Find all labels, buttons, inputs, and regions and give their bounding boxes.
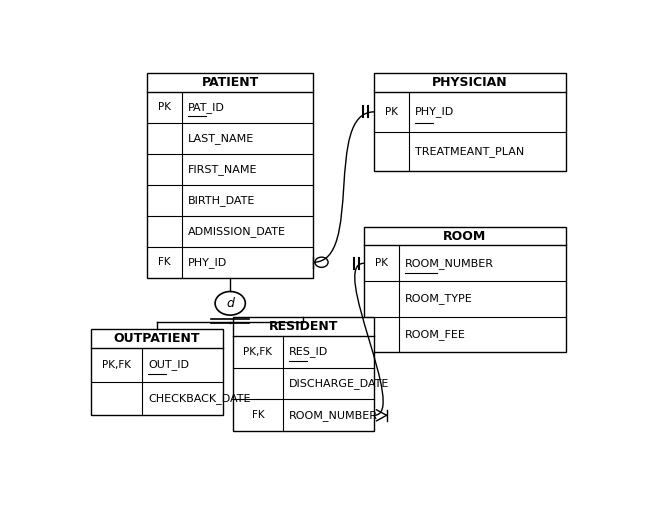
Text: BIRTH_DATE: BIRTH_DATE [188,195,256,206]
Text: PK: PK [158,103,171,112]
Text: PHY_ID: PHY_ID [188,257,228,268]
Text: LAST_NAME: LAST_NAME [188,133,255,144]
Text: ADMISSION_DATE: ADMISSION_DATE [188,226,286,237]
Text: FK: FK [252,410,264,421]
Text: OUT_ID: OUT_ID [148,359,189,370]
Text: FIRST_NAME: FIRST_NAME [188,164,258,175]
Text: PK: PK [375,258,388,268]
Text: FK: FK [158,257,171,267]
Bar [364,226,566,353]
Text: PK,FK: PK,FK [102,360,132,369]
Text: OUTPATIENT: OUTPATIENT [114,332,201,345]
Text: PHYSICIAN: PHYSICIAN [432,76,508,89]
Text: PHY_ID: PHY_ID [415,106,454,118]
Text: PK,FK: PK,FK [243,347,273,357]
Text: RESIDENT: RESIDENT [269,320,338,333]
Bar [233,317,374,431]
Text: CHECKBACK_DATE: CHECKBACK_DATE [148,393,251,404]
Text: ROOM_NUMBER: ROOM_NUMBER [289,410,378,421]
Bar [147,73,314,278]
Text: d: d [227,297,234,310]
Text: ROOM_FEE: ROOM_FEE [406,329,466,340]
Bar [91,329,223,415]
Text: RES_ID: RES_ID [289,346,329,357]
Text: ROOM_NUMBER: ROOM_NUMBER [406,258,494,269]
Text: PATIENT: PATIENT [202,76,259,89]
Text: PAT_ID: PAT_ID [188,102,225,113]
Text: ROOM_TYPE: ROOM_TYPE [406,293,473,305]
Bar [374,73,566,172]
Text: TREATMEANT_PLAN: TREATMEANT_PLAN [415,146,525,157]
Text: PK: PK [385,107,398,117]
Text: DISCHARGE_DATE: DISCHARGE_DATE [289,378,389,389]
Text: ROOM: ROOM [443,229,486,243]
